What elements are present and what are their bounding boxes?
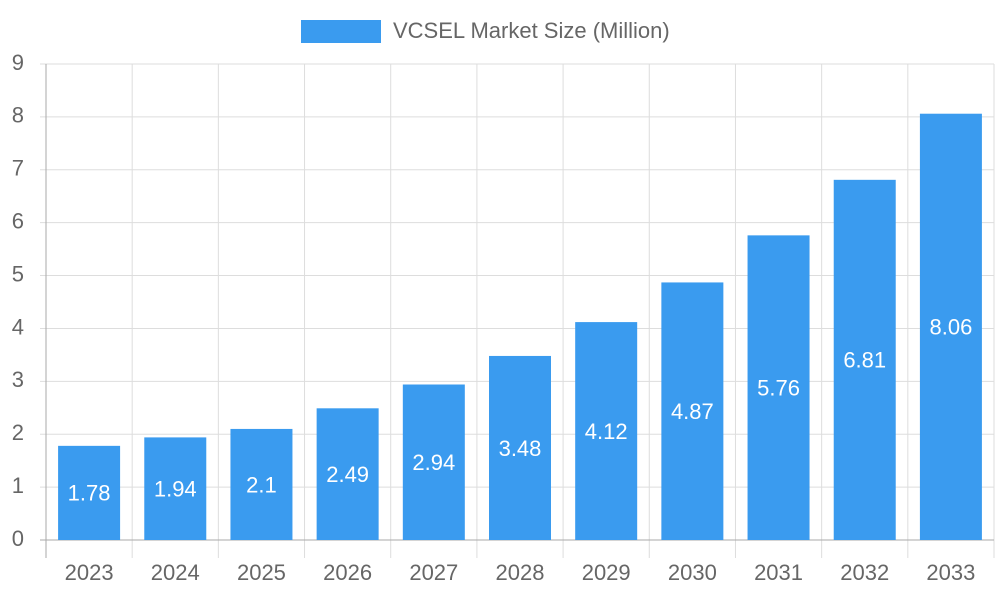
y-tick-label: 6 (12, 208, 24, 233)
bar (919, 113, 982, 541)
y-tick-label: 9 (12, 50, 24, 75)
x-tick-label: 2032 (840, 560, 889, 585)
bar (661, 282, 724, 540)
y-tick-label: 8 (12, 103, 24, 128)
bar (402, 384, 465, 540)
x-tick-label: 2027 (409, 560, 458, 585)
value-label: 2.1 (246, 472, 277, 497)
value-label: 6.81 (843, 348, 886, 373)
bar (833, 179, 896, 540)
y-tick-label: 0 (12, 526, 24, 551)
bar (575, 322, 638, 540)
x-tick-label: 2024 (151, 560, 200, 585)
x-tick-label: 2029 (582, 560, 631, 585)
x-tick-label: 2025 (237, 560, 286, 585)
y-tick-label: 1 (12, 473, 24, 498)
value-label: 4.87 (671, 399, 714, 424)
value-label: 1.78 (68, 481, 111, 506)
bar (316, 408, 379, 540)
value-label: 3.48 (499, 436, 542, 461)
legend-label[interactable]: VCSEL Market Size (Million) (393, 18, 670, 43)
x-tick-label: 2030 (668, 560, 717, 585)
bar (144, 437, 207, 540)
y-tick-label: 5 (12, 261, 24, 286)
y-tick-label: 2 (12, 420, 24, 445)
bar (230, 428, 293, 540)
x-tick-label: 2026 (323, 560, 372, 585)
value-label: 2.94 (412, 450, 455, 475)
bar (58, 445, 121, 540)
y-tick-label: 4 (12, 314, 24, 339)
bar (747, 235, 810, 541)
value-label: 2.49 (326, 462, 369, 487)
value-label: 8.06 (929, 315, 972, 340)
value-label: 5.76 (757, 375, 800, 400)
x-tick-label: 2033 (926, 560, 975, 585)
value-label: 1.94 (154, 477, 197, 502)
x-tick-label: 2031 (754, 560, 803, 585)
legend-swatch[interactable] (301, 20, 381, 43)
value-label: 4.12 (585, 419, 628, 444)
bar (489, 355, 551, 540)
x-tick-label: 2023 (65, 560, 114, 585)
y-tick-label: 3 (12, 367, 24, 392)
y-tick-label: 7 (12, 156, 24, 181)
x-tick-label: 2028 (496, 560, 545, 585)
